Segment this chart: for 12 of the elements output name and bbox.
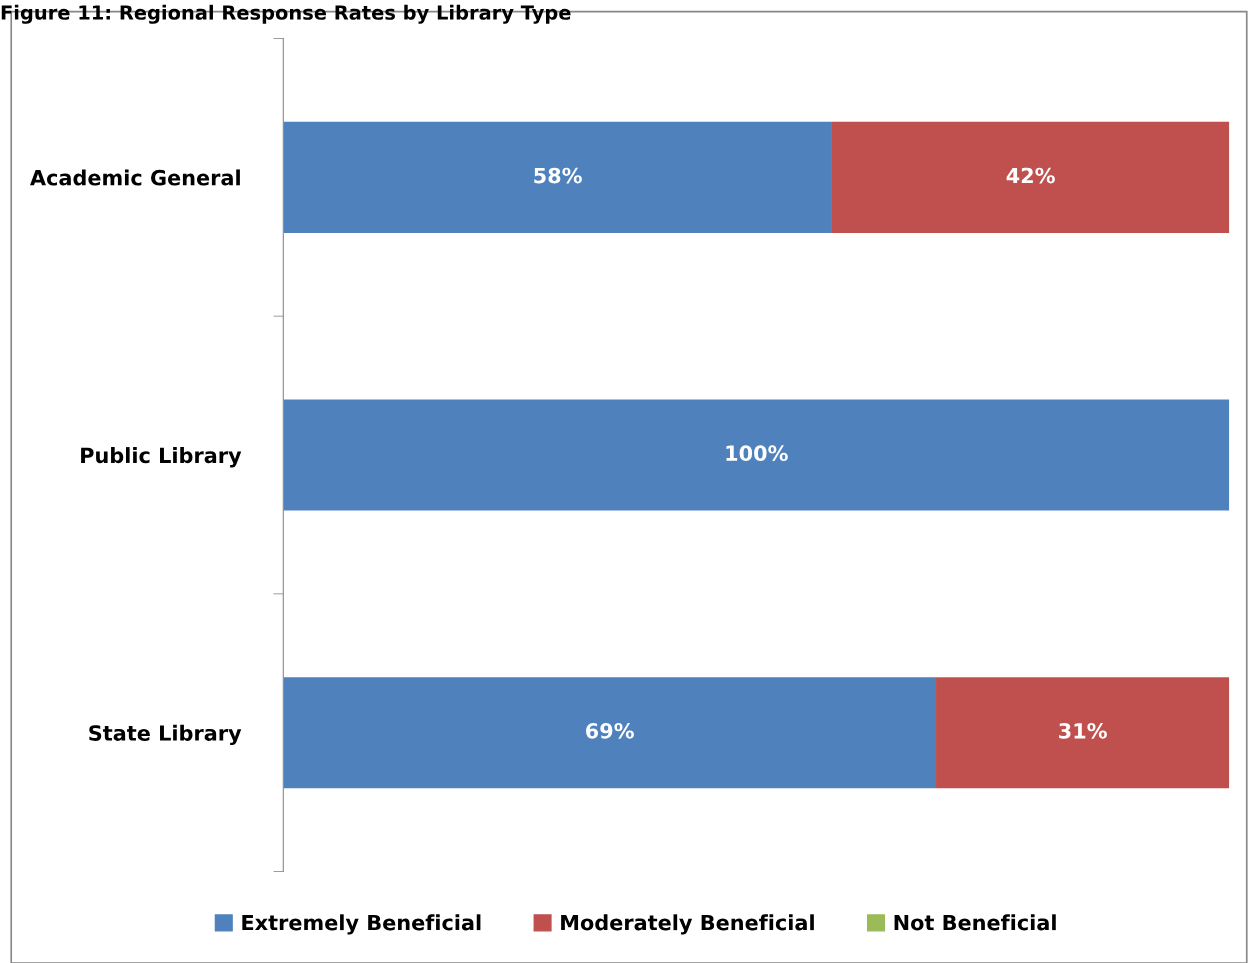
data-label: 42% (1006, 167, 1055, 184)
y-tick-label: Public Library (81, 447, 242, 468)
y-tick-label: Academic General (30, 169, 240, 186)
data-label: 100% (726, 445, 788, 462)
data-label: 31% (1059, 722, 1107, 739)
chart-title: Figure 11: Regional Response Rates by Library Type (1, 4, 571, 24)
data-label: 69% (586, 722, 634, 739)
legend-label: Not Beneficial (894, 914, 1056, 931)
data-label: 58% (534, 167, 582, 184)
legend-label: Moderately Beneficial (561, 914, 814, 935)
y-tick-label: State Library (89, 724, 242, 746)
legend-label: Extremely Beneficial (242, 914, 481, 935)
